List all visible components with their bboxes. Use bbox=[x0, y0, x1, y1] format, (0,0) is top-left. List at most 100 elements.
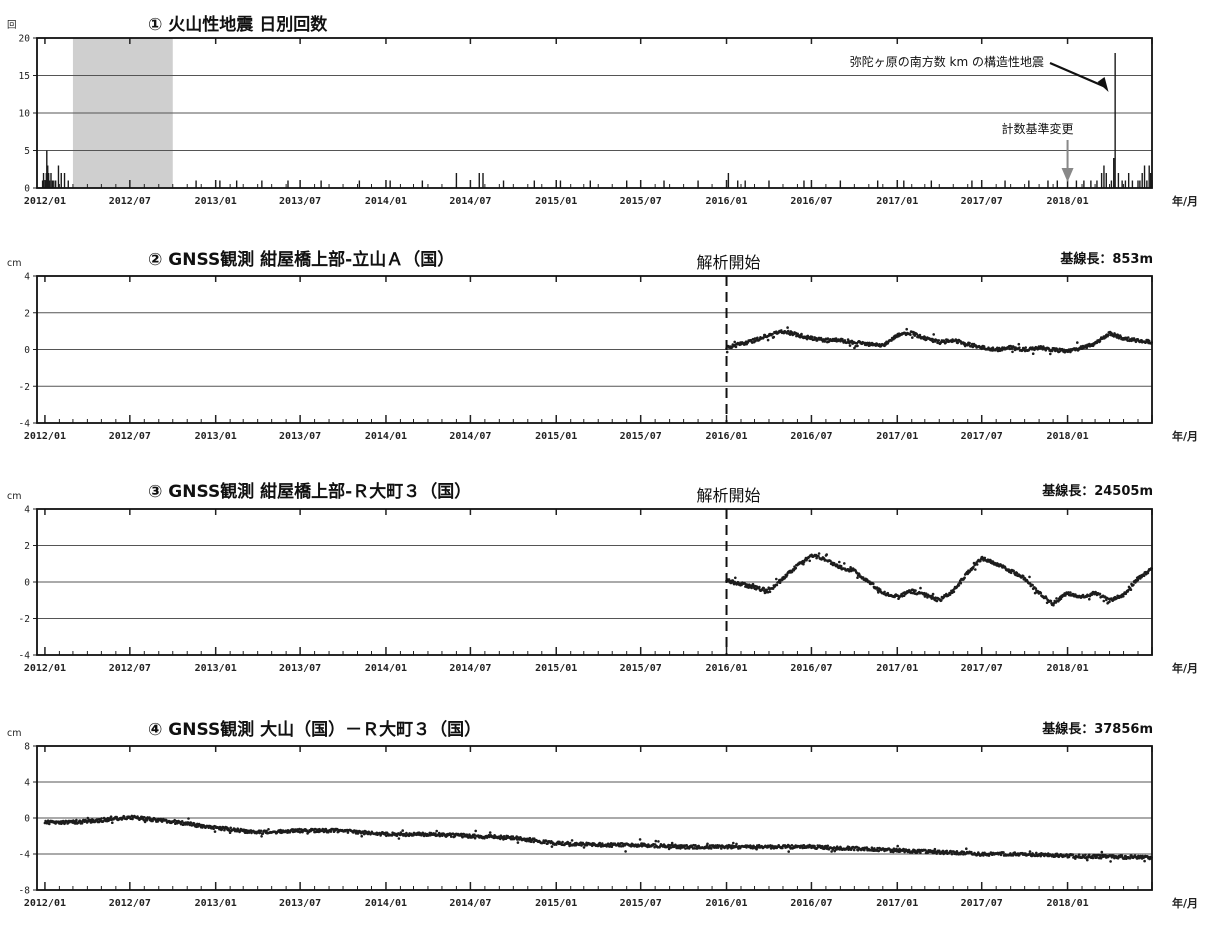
annotation-arrowhead bbox=[1061, 168, 1074, 182]
gnss-point bbox=[73, 822, 77, 825]
y-tick-label: 4 bbox=[24, 272, 30, 283]
gnss-point bbox=[143, 816, 146, 819]
gnss-point bbox=[1065, 853, 1069, 856]
gnss-point bbox=[653, 845, 656, 849]
annotation-text: 弥陀ヶ原の南方数 km の構造性地震 bbox=[850, 54, 1044, 69]
panel-3-title: ③ GNSS観測 紺屋橋上部-Ｒ大町３（国） bbox=[148, 482, 472, 502]
gnss-point bbox=[685, 844, 688, 847]
gnss-point bbox=[772, 335, 776, 339]
gnss-point bbox=[790, 331, 794, 334]
gnss-point bbox=[516, 838, 519, 841]
x-tick-label: 2017/01 bbox=[876, 431, 918, 442]
gnss-point bbox=[896, 594, 900, 597]
gnss-point bbox=[435, 829, 439, 833]
y-tick-label: -4 bbox=[19, 419, 31, 430]
gnss-point bbox=[550, 845, 554, 848]
gnss-point bbox=[265, 829, 268, 833]
gnss-point bbox=[771, 332, 774, 336]
y-tick-label: -4 bbox=[19, 850, 31, 861]
y-tick-label: 20 bbox=[19, 34, 31, 45]
gnss-point bbox=[1122, 595, 1125, 598]
x-axis-unit: 年/月 bbox=[1172, 661, 1198, 675]
panel-4-title: ④ GNSS観測 大山（国）－Ｒ大町３（国） bbox=[148, 720, 482, 740]
gnss-point bbox=[1015, 571, 1019, 575]
x-tick-label: 2014/01 bbox=[365, 431, 407, 442]
gnss-point bbox=[876, 846, 879, 850]
gnss-point bbox=[654, 839, 658, 843]
gnss-point bbox=[878, 588, 882, 591]
x-tick-label: 2016/07 bbox=[790, 898, 832, 909]
gnss-point bbox=[1028, 575, 1031, 579]
gnss-point bbox=[473, 836, 477, 840]
gnss-point bbox=[965, 847, 968, 850]
gnss-point bbox=[983, 556, 987, 560]
gnss-point bbox=[923, 595, 927, 598]
gnss-point bbox=[545, 839, 548, 843]
gnss-point bbox=[145, 819, 149, 822]
gnss-point bbox=[624, 850, 627, 853]
annotation-arrow bbox=[1049, 61, 1106, 89]
gnss-point bbox=[213, 830, 217, 833]
chart-panel-4: -8 -4 0 4 8 2012/01 2012/07 2013/01 2013/07 2014/… bbox=[7, 728, 1198, 910]
plot-frame bbox=[36, 275, 1153, 424]
gnss-point bbox=[315, 828, 318, 831]
gnss-point bbox=[905, 327, 908, 331]
gnss-point bbox=[1054, 349, 1057, 353]
gnss-point bbox=[499, 837, 502, 841]
panel-2-title: ② GNSS観測 紺屋橋上部-立山Ａ（国） bbox=[148, 250, 455, 270]
y-axis-unit: cm bbox=[7, 491, 21, 502]
x-tick-label: 2013/01 bbox=[195, 431, 237, 442]
gnss-point bbox=[991, 346, 995, 350]
gnss-point bbox=[907, 848, 911, 852]
gnss-point bbox=[1069, 591, 1072, 594]
gnss-point bbox=[292, 828, 296, 831]
gnss-point bbox=[75, 818, 78, 822]
gnss-point bbox=[982, 559, 985, 562]
gnss-point bbox=[734, 345, 738, 349]
gnss-point bbox=[580, 844, 583, 847]
gnss-point bbox=[778, 581, 782, 584]
gnss-point bbox=[1090, 593, 1094, 597]
gnss-point bbox=[955, 339, 958, 342]
gnss-point bbox=[790, 844, 794, 847]
x-tick-label: 2016/01 bbox=[705, 196, 747, 207]
gnss-point bbox=[1134, 340, 1138, 344]
y-tick-label: 0 bbox=[24, 814, 30, 825]
gnss-point bbox=[1031, 583, 1034, 587]
chart-panel-2: -4 -2 0 2 4 2012/01 2012/07 2013/01 2013/07 2014/… bbox=[7, 253, 1198, 443]
y-tick-label: -8 bbox=[19, 886, 31, 897]
gnss-point bbox=[228, 831, 232, 834]
gnss-point bbox=[610, 845, 614, 848]
gnss-point bbox=[473, 833, 476, 836]
gnss-point bbox=[1012, 569, 1015, 573]
gnss-point bbox=[735, 842, 738, 846]
gnss-point bbox=[1146, 571, 1150, 575]
y-tick-label: 0 bbox=[24, 578, 30, 589]
gnss-point bbox=[786, 326, 789, 329]
x-tick-label: 2018/01 bbox=[1046, 663, 1088, 674]
gnss-point bbox=[817, 554, 820, 558]
gnss-point bbox=[935, 852, 938, 855]
gnss-point bbox=[1059, 597, 1063, 600]
gnss-point bbox=[693, 847, 696, 850]
x-tick-label: 2012/07 bbox=[109, 431, 151, 442]
gnss-point bbox=[1031, 352, 1035, 356]
gnss-point bbox=[706, 842, 709, 846]
gnss-point bbox=[890, 339, 893, 342]
gnss-point bbox=[775, 577, 778, 581]
gnss-point bbox=[1147, 339, 1151, 343]
gnss-point bbox=[959, 581, 963, 585]
x-tick-label: 2014/01 bbox=[365, 663, 407, 674]
gnss-point bbox=[243, 831, 247, 834]
gnss-point bbox=[1077, 853, 1081, 856]
gnss-point bbox=[932, 333, 935, 336]
x-tick-label: 2014/07 bbox=[449, 898, 491, 909]
gnss-point bbox=[1076, 341, 1079, 344]
gnss-point bbox=[1109, 860, 1112, 863]
gnss-point bbox=[841, 337, 844, 341]
gnss-point bbox=[1039, 591, 1043, 595]
x-tick-label: 2012/07 bbox=[109, 196, 151, 207]
gnss-point bbox=[903, 850, 906, 854]
gnss-point bbox=[847, 339, 850, 343]
x-tick-label: 2017/07 bbox=[961, 663, 1003, 674]
